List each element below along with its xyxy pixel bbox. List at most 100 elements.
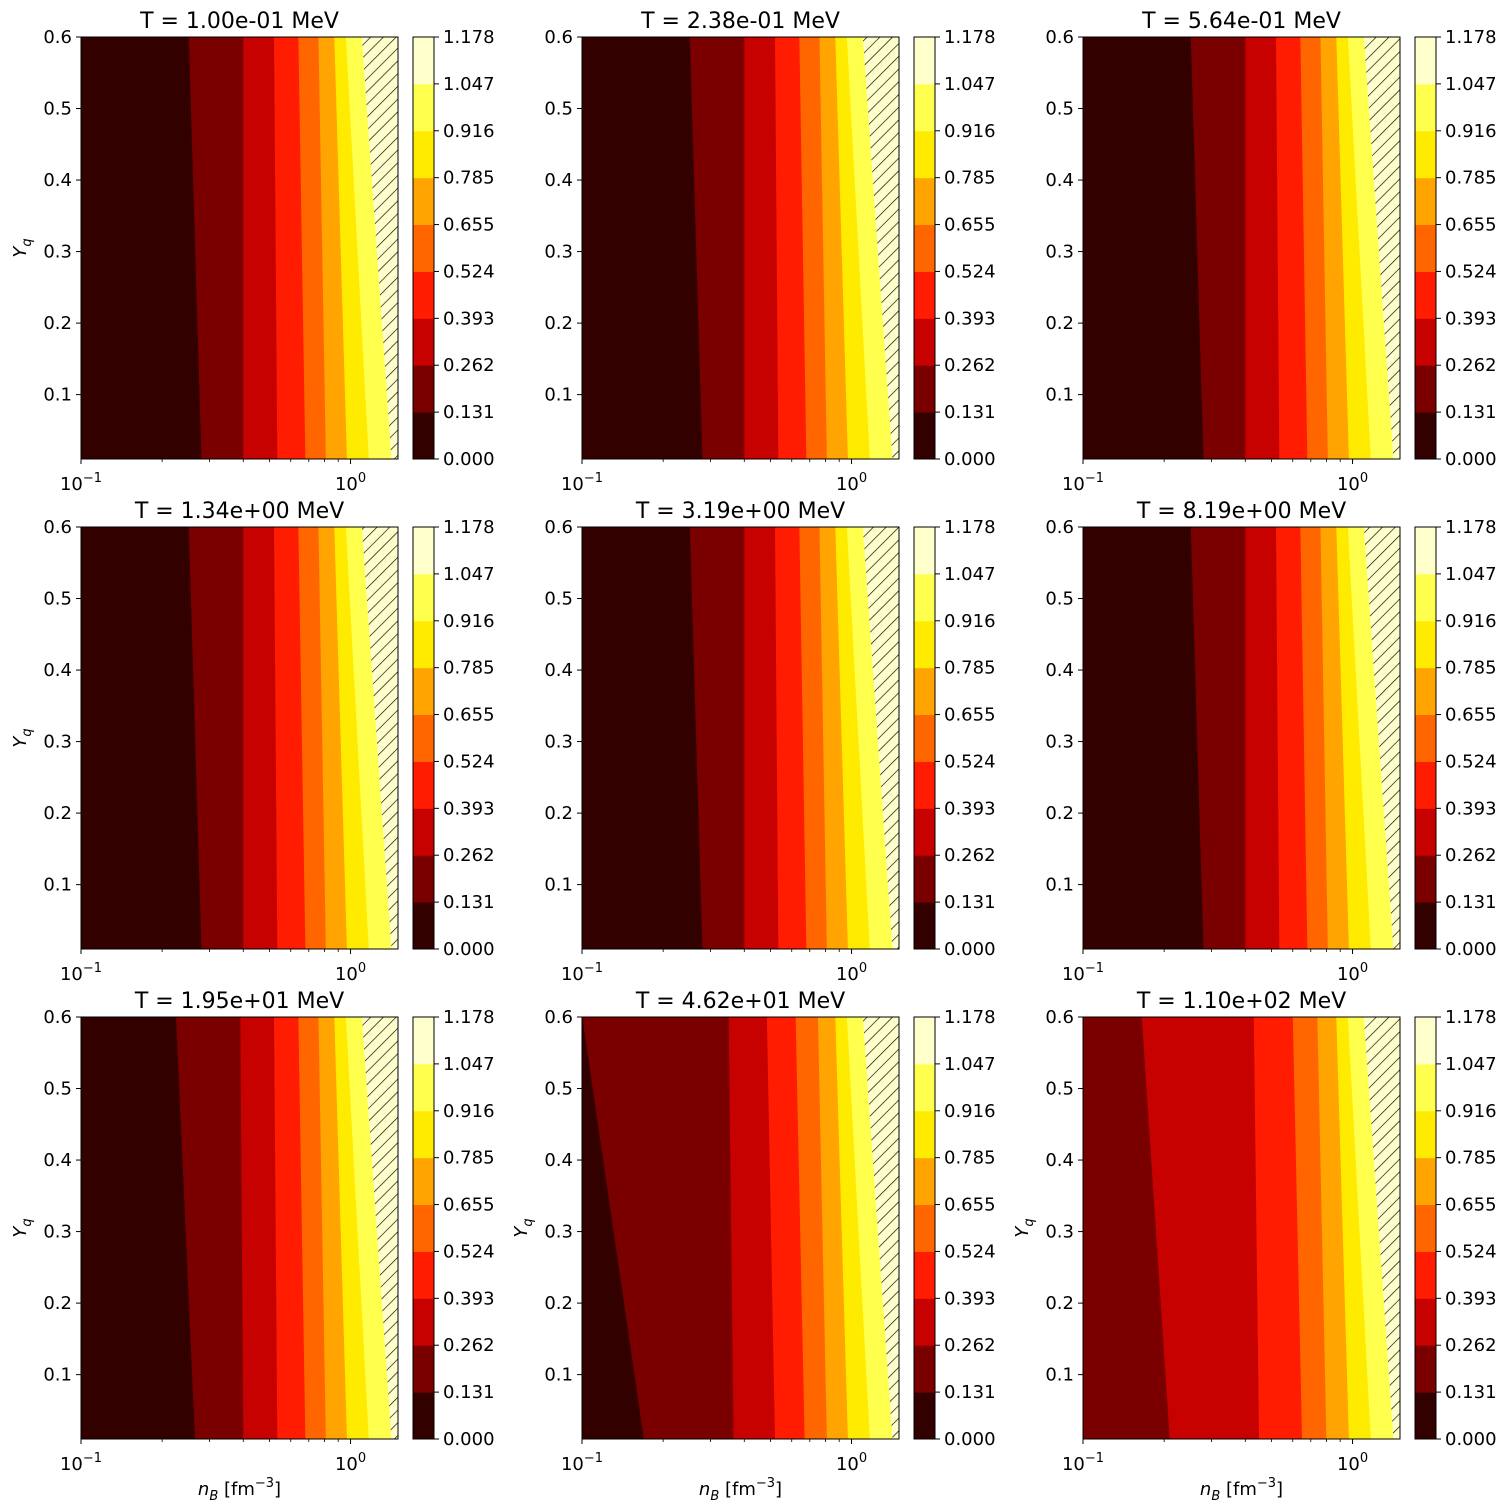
colorbar-segment [914, 855, 935, 903]
colorbar: 0.000 0.131 0.262 0.393 0.524 0.655 0.785 0.916… [412, 1007, 495, 1450]
colorbar-tick-label: 1.047 [1445, 74, 1497, 95]
colorbar-segment [914, 177, 935, 226]
colorbar-segment [413, 714, 434, 762]
colorbar-tick-label: 0.393 [1445, 798, 1497, 819]
y-tick-label: 0.6 [544, 1007, 573, 1028]
y-tick-label: 0.5 [43, 589, 72, 610]
colorbar-segment [1415, 620, 1436, 669]
colorbar-tick-label: 0.131 [443, 1382, 495, 1403]
colorbar-tick-label: 0.524 [443, 1241, 495, 1262]
colorbar-tick-label: 1.047 [443, 74, 495, 95]
colorbar-segment [1415, 902, 1436, 950]
colorbar-segment [1415, 365, 1436, 413]
y-tick-label: 0.4 [1045, 170, 1074, 191]
colorbar: 0.000 0.131 0.262 0.393 0.524 0.655 0.785 0.916… [1414, 1007, 1497, 1450]
colorbar-tick-label: 1.047 [944, 74, 996, 95]
plot-frame [581, 526, 900, 950]
colorbar-tick-label: 0.131 [443, 892, 495, 913]
y-tick-label: 0.2 [1045, 313, 1074, 334]
colorbar-tick-label: 0.524 [1445, 261, 1497, 282]
y-tick-label: 0.3 [544, 732, 573, 753]
colorbar-segment [1415, 318, 1436, 366]
contour-area [81, 527, 398, 949]
colorbar-tick-label: 1.178 [1445, 27, 1497, 48]
y-tick-label: 0.1 [43, 385, 72, 406]
y-tick-label: 0.5 [544, 1079, 573, 1100]
y-tick-label: 0.3 [1045, 732, 1074, 753]
colorbar-tick-label: 0.916 [443, 1101, 495, 1122]
colorbar-tick-label: 1.178 [944, 517, 996, 538]
colorbar-segment [413, 808, 434, 856]
colorbar-frame [412, 526, 435, 950]
hatched-region [1363, 1017, 1400, 1439]
colorbar-segment [914, 667, 935, 716]
colorbar-tick-label: 0.262 [443, 845, 495, 866]
colorbar-tick-label: 1.178 [1445, 1007, 1497, 1028]
colorbar-tick-label: 0.916 [1445, 121, 1497, 142]
colorbar-segment [1415, 1204, 1436, 1252]
colorbar-tick-label: 1.178 [944, 1007, 996, 1028]
plot-frame [581, 36, 900, 460]
y-axis-label: Yq [10, 1218, 35, 1237]
x-tick-label: 100 [836, 961, 867, 985]
colorbar-tick-label: 0.000 [944, 449, 996, 470]
colorbar: 0.000 0.131 0.262 0.393 0.524 0.655 0.785 0.916… [913, 517, 996, 960]
panel-title: T = 1.10e+02 MeV [1136, 989, 1346, 1014]
colorbar-segment [1415, 83, 1436, 132]
y-axis-label: Yq [10, 238, 35, 257]
hatched-region [862, 1017, 899, 1439]
panel-5: T = 3.19e+00 MeV 0.1 0.2 0.3 0.4 0.5 0.6 10−1 10… [544, 499, 995, 985]
colorbar-tick-label: 0.262 [1445, 845, 1497, 866]
colorbar-segment [413, 130, 434, 179]
x-tick-label: 10−1 [1062, 1451, 1104, 1475]
colorbar: 0.000 0.131 0.262 0.393 0.524 0.655 0.785 0.916… [1414, 517, 1497, 960]
colorbar-tick-label: 0.785 [944, 658, 996, 679]
y-tick-label: 0.2 [1045, 1293, 1074, 1314]
contour-area [1083, 527, 1400, 949]
colorbar-segment [413, 1298, 434, 1346]
colorbar-tick-label: 0.785 [1445, 168, 1497, 189]
y-tick-label: 0.3 [544, 1222, 573, 1243]
colorbar-tick-label: 0.524 [944, 261, 996, 282]
panel-title: T = 1.00e-01 MeV [139, 9, 339, 34]
hatched-region [1363, 37, 1400, 459]
colorbar-segment [914, 573, 935, 622]
colorbar-tick-label: 1.047 [443, 1054, 495, 1075]
colorbar-frame [1414, 526, 1437, 950]
colorbar-segment [1415, 271, 1436, 319]
colorbar-tick-label: 0.131 [944, 892, 996, 913]
plot-frame [1082, 526, 1401, 950]
colorbar-segment [914, 1110, 935, 1159]
x-tick-label: 10−1 [561, 471, 603, 495]
y-tick-label: 0.3 [544, 242, 573, 263]
colorbar-segment [1415, 1157, 1436, 1206]
y-tick-label: 0.1 [43, 875, 72, 896]
colorbar-segment [1415, 573, 1436, 622]
colorbar-tick-label: 0.655 [1445, 215, 1497, 236]
contour-area [1083, 1017, 1400, 1439]
plot-frame [80, 1016, 399, 1440]
colorbar-tick-label: 0.131 [1445, 1382, 1497, 1403]
colorbar-segment [1415, 130, 1436, 179]
hatched-region [361, 37, 398, 459]
colorbar-segment [413, 855, 434, 903]
colorbar-tick-label: 0.000 [443, 939, 495, 960]
y-tick-label: 0.1 [544, 1365, 573, 1386]
colorbar-segment [1415, 177, 1436, 226]
y-tick-label: 0.1 [1045, 875, 1074, 896]
colorbar-tick-label: 0.393 [944, 798, 996, 819]
y-tick-label: 0.4 [1045, 660, 1074, 681]
panel-4: T = 1.34e+00 MeV 0.1 0.2 0.3 0.4 0.5 0.6 10−1 10… [10, 499, 495, 985]
colorbar-tick-label: 0.000 [1445, 449, 1497, 470]
panel-title: T = 1.34e+00 MeV [134, 499, 344, 524]
colorbar-segment [914, 527, 935, 575]
colorbar-tick-label: 1.047 [944, 564, 996, 585]
colorbar-tick-label: 1.178 [443, 1007, 495, 1028]
hatched-region [862, 527, 899, 949]
y-tick-label: 0.2 [544, 803, 573, 824]
y-tick-label: 0.4 [544, 1150, 573, 1171]
contour-area [582, 37, 899, 459]
colorbar-tick-label: 0.524 [443, 751, 495, 772]
colorbar-segment [914, 224, 935, 272]
